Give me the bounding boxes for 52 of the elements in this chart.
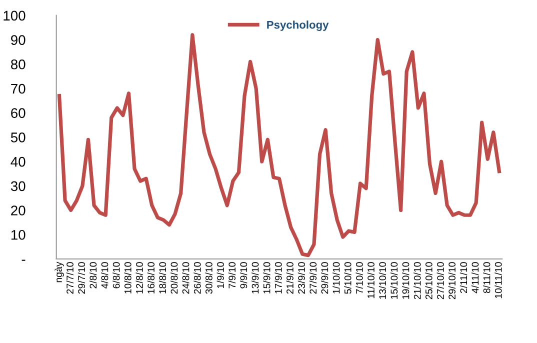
x-tick-label: 10/8/10 [124,262,132,294]
x-tick-label: 25/10/10 [425,262,432,300]
x-tick-label: 10/11/10 [494,262,502,298]
x-tick-label: 27/7/10 [66,262,74,294]
x-tick-label: 29/7/10 [78,262,86,294]
x-tick-label: 24/8/10 [182,262,190,294]
y-tick-label: 70 [11,84,26,94]
x-tick-label: 17/9/10 [274,262,282,294]
legend-label: Psychology [267,20,329,31]
x-tick-label: 27/9/10 [309,262,317,294]
y-tick-label: 50 [10,132,26,142]
x-tick-label: 9/9/10 [240,262,248,288]
x-tick-label: 4/11/10 [472,262,479,294]
x-tick-label: 1/10/10 [332,262,340,294]
x-tick-label: 5/10/10 [344,262,352,294]
x-tick-label: 19/10/10 [402,262,410,299]
y-tick-label: 90 [11,35,26,45]
y-tick-label: 80 [10,59,26,70]
x-tick-label: 30/8/10 [205,262,212,294]
line-series [57,33,502,258]
x-tick-label: 13/9/10 [252,262,259,294]
x-tick-label: 6/8/10 [112,262,120,288]
x-tick-label: 2/11/10 [460,262,468,293]
x-tick-label: 4/8/10 [101,262,108,289]
y-tick-label: - [22,260,26,261]
x-tick-label: 2/8/10 [89,262,97,288]
x-tick-label: 15/9/10 [263,262,270,294]
x-tick-label: 18/8/10 [158,262,166,294]
x-tick-label: 15/10/10 [390,262,398,299]
x-tick-label: 1/9/10 [216,262,224,288]
x-tick-label: 8/11/10 [483,262,490,294]
x-tick-label: 21/9/10 [286,262,294,294]
x-tick-label: 16/8/10 [147,262,155,294]
x-tick-label: 7/10/10 [356,262,363,294]
x-tick-label: 13/10/10 [378,262,386,299]
x-tick-label: 11/10/10 [367,262,374,298]
x-tick-label: 29/10/10 [448,262,456,300]
y-tick-label: 100 [4,10,26,21]
x-tick-label: 21/10/10 [414,262,421,300]
x-tick-label: 12/8/10 [136,262,143,294]
x-tick-label: 20/8/10 [170,262,178,294]
y-tick-label: 60 [11,108,26,118]
y-tick-label: 20 [11,206,26,216]
x-tick-label: 29/9/10 [321,262,328,294]
x-tick-label: 23/9/10 [298,262,306,294]
y-tick-label: 10 [11,230,26,240]
x-tick-label: 27/10/10 [436,262,444,300]
y-tick-label: 30 [10,181,26,192]
x-tick-label: ngày [54,262,64,282]
x-tick-label: 7/9/10 [228,262,236,288]
x-tick-label: 26/8/10 [194,262,201,294]
y-tick-label: 40 [10,156,26,167]
